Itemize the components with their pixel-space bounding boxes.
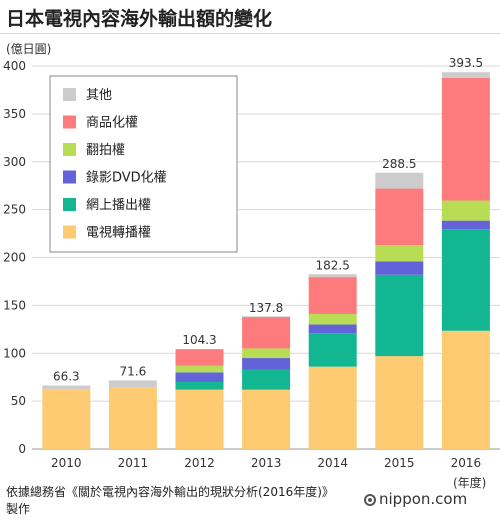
bar-2013-series-1 [242, 369, 291, 390]
x-tick-label-2011: 2011 [118, 456, 149, 470]
bar-2014-series-3 [308, 313, 357, 325]
bar-2015-series-4 [375, 188, 424, 246]
bar-2013-series-3 [242, 348, 291, 359]
legend-label-5: 電視轉播權 [86, 226, 151, 241]
x-tick-label-2016: 2016 [451, 456, 482, 470]
y-tick-label-50: 50 [11, 394, 26, 408]
y-tick-label-250: 250 [3, 203, 26, 217]
legend-label-0: 其他 [86, 88, 112, 103]
bar-2015-series-5 [375, 172, 424, 189]
x-axis-unit: (年度) [453, 476, 487, 490]
bar-2013-series-2 [242, 358, 291, 370]
y-tick-label-0: 0 [18, 442, 26, 456]
bar-2016-series-2 [441, 220, 490, 230]
bar-2011-series-5 [108, 380, 157, 388]
legend-swatch-3 [63, 170, 76, 184]
total-labels: 66.3 71.6 104.3 137.8 182.5 288.5 393.5 [53, 56, 483, 383]
total-label-2013: 137.8 [249, 301, 283, 315]
legend-swatch-1 [63, 115, 76, 129]
bar-2012-series-2 [175, 372, 224, 382]
x-tick-labels: 2010 2011 2012 2013 2014 2015 2016 [51, 456, 481, 470]
x-tick-label-2014: 2014 [317, 456, 348, 470]
y-tick-label-400: 400 [3, 59, 26, 73]
bar-2015-series-2 [375, 261, 424, 275]
bar-2015-series-3 [375, 245, 424, 262]
bar-2013-series-5 [242, 316, 291, 318]
y-tick-labels: 0 50 100 150 200 250 300 350 400 [3, 59, 26, 456]
bar-2016-series-3 [441, 200, 490, 221]
total-label-2014: 182.5 [316, 258, 350, 272]
source-line-1: 依據總務省《關於電視內容海外輸出的現狀分析(2016年度)》 [6, 485, 334, 499]
source-line-2: 製作 [6, 502, 31, 516]
y-tick-label-150: 150 [3, 298, 26, 312]
brand-dot-icon [364, 494, 376, 506]
legend-box [49, 75, 238, 253]
bar-2012-series-4 [175, 349, 224, 366]
legend-label-4: 網上播出權 [86, 198, 151, 213]
bar-2011-series-0 [108, 387, 157, 449]
stacked-bar-chart: 0 50 100 150 200 250 300 350 400 66.3 71.6 104.3 13… [3, 56, 500, 470]
x-tick-label-2010: 2010 [51, 456, 82, 470]
total-label-2015: 288.5 [382, 157, 416, 171]
bar-2013-series-4 [242, 317, 291, 349]
bar-2012-series-1 [175, 381, 224, 390]
legend-label-2: 翻拍權 [86, 143, 125, 158]
bar-2016-series-5 [441, 72, 490, 78]
x-tick-label-2013: 2013 [251, 456, 282, 470]
bar-2010-series-5 [42, 385, 91, 390]
y-tick-label-200: 200 [3, 251, 26, 265]
x-tick-label-2015: 2015 [384, 456, 415, 470]
bar-2015-series-0 [375, 356, 424, 449]
legend-label-1: 商品化權 [86, 116, 138, 131]
y-tick-label-350: 350 [3, 107, 26, 121]
y-axis-unit: (億日圓) [6, 42, 52, 56]
source-note: 依據總務省《關於電視內容海外輸出的現狀分析(2016年度)》 製作 [6, 484, 334, 518]
bar-2014-series-2 [308, 324, 357, 334]
chart-title: 日本電視內容海外輸出額的變化 [6, 8, 273, 30]
brand-logo[interactable]: nippon.com [364, 490, 467, 508]
bar-2014-series-4 [308, 277, 357, 314]
bar-2015-series-1 [375, 274, 424, 357]
bar-2016-series-4 [441, 77, 490, 201]
bar-2014-series-0 [308, 366, 357, 449]
bar-2014-series-1 [308, 333, 357, 367]
bar-2014-series-5 [308, 274, 357, 278]
x-tick-label-2012: 2012 [184, 456, 215, 470]
bar-2010-series-0 [42, 389, 91, 449]
y-tick-label-100: 100 [3, 346, 26, 360]
total-label-2012: 104.3 [182, 333, 216, 347]
y-tick-label-300: 300 [3, 155, 26, 169]
bars [42, 72, 490, 449]
legend-label-3: 錄影DVD化權 [86, 171, 167, 186]
legend-swatch-4 [63, 198, 76, 211]
bar-2012-series-3 [175, 365, 224, 373]
bar-2012-series-0 [175, 389, 224, 449]
legend-swatch-2 [63, 143, 76, 156]
legend-swatch-0 [63, 88, 76, 101]
bar-2016-series-0 [441, 330, 490, 449]
total-label-2010: 66.3 [53, 370, 80, 384]
total-label-2011: 71.6 [120, 364, 147, 378]
brand-name: nippon.com [379, 490, 468, 508]
title-divider [0, 33, 500, 34]
bar-2013-series-0 [242, 389, 291, 449]
total-label-2016: 393.5 [449, 56, 483, 70]
legend-swatch-5 [63, 225, 76, 239]
bar-2016-series-1 [441, 229, 490, 331]
